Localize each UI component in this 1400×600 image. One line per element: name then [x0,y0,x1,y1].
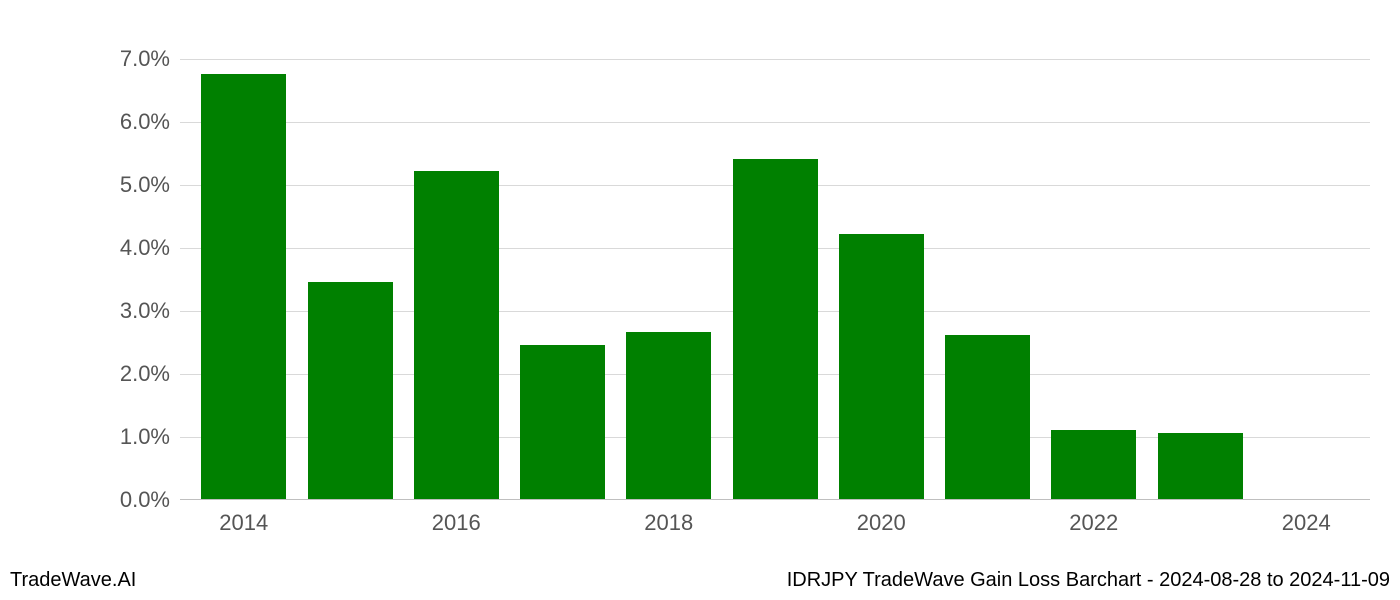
bar-2015 [308,282,393,499]
ytick-label: 0.0% [110,487,170,513]
gridline [180,122,1370,123]
xtick-label: 2014 [219,510,268,536]
bar-2023 [1158,433,1243,499]
bar-2018 [626,332,711,499]
bar-2020 [839,234,924,499]
bar-2022 [1051,430,1136,499]
ytick-label: 5.0% [110,172,170,198]
bar-2019 [733,159,818,499]
chart-container: 0.0% 1.0% 2.0% 3.0% 4.0% 5.0% 6.0% 7.0% 2014 201… [110,40,1370,540]
footer-caption: IDRJPY TradeWave Gain Loss Barchart - 20… [787,569,1390,592]
ytick-label: 6.0% [110,109,170,135]
xtick-label: 2024 [1282,510,1331,536]
ytick-label: 1.0% [110,424,170,450]
bar-2017 [520,345,605,499]
bar-2014 [201,74,286,499]
ytick-label: 7.0% [110,46,170,72]
bar-2016 [414,171,499,499]
xtick-label: 2016 [432,510,481,536]
bar-2021 [945,335,1030,499]
ytick-label: 4.0% [110,235,170,261]
xtick-label: 2018 [644,510,693,536]
gridline [180,59,1370,60]
ytick-label: 2.0% [110,361,170,387]
plot-area [180,40,1370,500]
xtick-label: 2020 [857,510,906,536]
ytick-label: 3.0% [110,298,170,324]
footer-brand: TradeWave.AI [10,569,136,592]
xtick-label: 2022 [1069,510,1118,536]
